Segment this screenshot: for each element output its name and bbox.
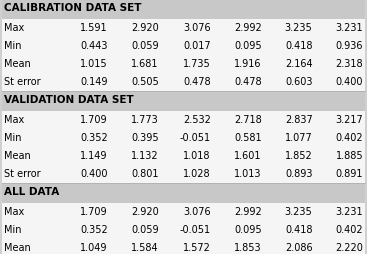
Text: 1.584: 1.584 (131, 242, 159, 252)
Text: 2.220: 2.220 (335, 242, 363, 252)
Text: 3.231: 3.231 (336, 206, 363, 216)
Text: 2.718: 2.718 (234, 115, 262, 124)
Text: 1.018: 1.018 (184, 150, 211, 161)
Bar (2, 20, 365, 38)
Text: Mean: Mean (4, 242, 31, 252)
Bar (2, 56, 365, 74)
Text: Mean: Mean (4, 59, 31, 69)
Text: St error: St error (4, 168, 41, 178)
Bar (2, 130, 365, 147)
Text: 2.920: 2.920 (131, 206, 159, 216)
Text: 3.076: 3.076 (183, 23, 211, 33)
Text: 0.893: 0.893 (285, 168, 313, 178)
Text: 0.059: 0.059 (131, 224, 159, 234)
Text: 3.217: 3.217 (335, 115, 363, 124)
Text: 1.709: 1.709 (80, 206, 108, 216)
Text: 0.418: 0.418 (285, 41, 313, 51)
Text: 0.095: 0.095 (234, 41, 262, 51)
Bar (2, 92, 365, 112)
Text: Max: Max (4, 115, 24, 124)
Text: 2.086: 2.086 (285, 242, 313, 252)
Text: 0.581: 0.581 (234, 133, 262, 142)
Text: 1.132: 1.132 (131, 150, 159, 161)
Text: Min: Min (4, 133, 22, 142)
Text: 1.013: 1.013 (234, 168, 262, 178)
Text: 1.591: 1.591 (80, 23, 108, 33)
Text: Min: Min (4, 224, 22, 234)
Text: Mean: Mean (4, 150, 31, 161)
Text: 0.418: 0.418 (285, 224, 313, 234)
Text: 2.318: 2.318 (336, 59, 363, 69)
Text: 1.015: 1.015 (80, 59, 108, 69)
Text: 2.920: 2.920 (131, 23, 159, 33)
Text: 1.852: 1.852 (285, 150, 313, 161)
Text: VALIDATION DATA SET: VALIDATION DATA SET (4, 95, 134, 105)
Text: 0.891: 0.891 (336, 168, 363, 178)
Bar (2, 221, 365, 239)
Text: 3.235: 3.235 (285, 206, 313, 216)
Text: 0.402: 0.402 (336, 133, 363, 142)
Text: ALL DATA: ALL DATA (4, 186, 59, 196)
Bar (2, 38, 365, 56)
Text: 0.400: 0.400 (336, 77, 363, 87)
Text: 0.352: 0.352 (80, 133, 108, 142)
Text: 1.077: 1.077 (285, 133, 313, 142)
Text: CALIBRATION DATA SET: CALIBRATION DATA SET (4, 3, 142, 13)
Text: 0.095: 0.095 (234, 224, 262, 234)
Text: 0.352: 0.352 (80, 224, 108, 234)
Text: 2.837: 2.837 (285, 115, 313, 124)
Text: 1.601: 1.601 (234, 150, 262, 161)
Text: 1.049: 1.049 (80, 242, 108, 252)
Text: 3.231: 3.231 (336, 23, 363, 33)
Text: 0.059: 0.059 (131, 41, 159, 51)
Bar (2, 165, 365, 183)
Text: 3.235: 3.235 (285, 23, 313, 33)
Bar (2, 74, 365, 92)
Text: 2.164: 2.164 (285, 59, 313, 69)
Text: 1.916: 1.916 (234, 59, 262, 69)
Text: 3.076: 3.076 (183, 206, 211, 216)
Text: 1.681: 1.681 (131, 59, 159, 69)
Bar (2, 112, 365, 130)
Text: 0.149: 0.149 (80, 77, 108, 87)
Text: 1.149: 1.149 (80, 150, 108, 161)
Text: 0.400: 0.400 (80, 168, 108, 178)
Text: 0.395: 0.395 (131, 133, 159, 142)
Text: 1.773: 1.773 (131, 115, 159, 124)
Text: -0.051: -0.051 (180, 133, 211, 142)
Text: 0.478: 0.478 (183, 77, 211, 87)
Text: 2.992: 2.992 (234, 206, 262, 216)
Text: Min: Min (4, 41, 22, 51)
Text: -0.051: -0.051 (180, 224, 211, 234)
Bar (2, 183, 365, 203)
Text: 0.443: 0.443 (80, 41, 108, 51)
Text: 1.885: 1.885 (336, 150, 363, 161)
Text: St error: St error (4, 77, 41, 87)
Text: 0.936: 0.936 (336, 41, 363, 51)
Text: 0.017: 0.017 (183, 41, 211, 51)
Text: 2.532: 2.532 (183, 115, 211, 124)
Bar (2, 0, 365, 20)
Text: 2.992: 2.992 (234, 23, 262, 33)
Text: 1.853: 1.853 (234, 242, 262, 252)
Text: 0.801: 0.801 (131, 168, 159, 178)
Text: Max: Max (4, 23, 24, 33)
Text: 1.735: 1.735 (183, 59, 211, 69)
Text: 0.478: 0.478 (234, 77, 262, 87)
Text: 0.402: 0.402 (336, 224, 363, 234)
Text: Max: Max (4, 206, 24, 216)
Text: 1.572: 1.572 (183, 242, 211, 252)
Text: 1.028: 1.028 (183, 168, 211, 178)
Text: 1.709: 1.709 (80, 115, 108, 124)
Bar (2, 239, 365, 254)
Bar (2, 203, 365, 221)
Text: 0.603: 0.603 (285, 77, 313, 87)
Bar (2, 147, 365, 165)
Text: 0.505: 0.505 (131, 77, 159, 87)
